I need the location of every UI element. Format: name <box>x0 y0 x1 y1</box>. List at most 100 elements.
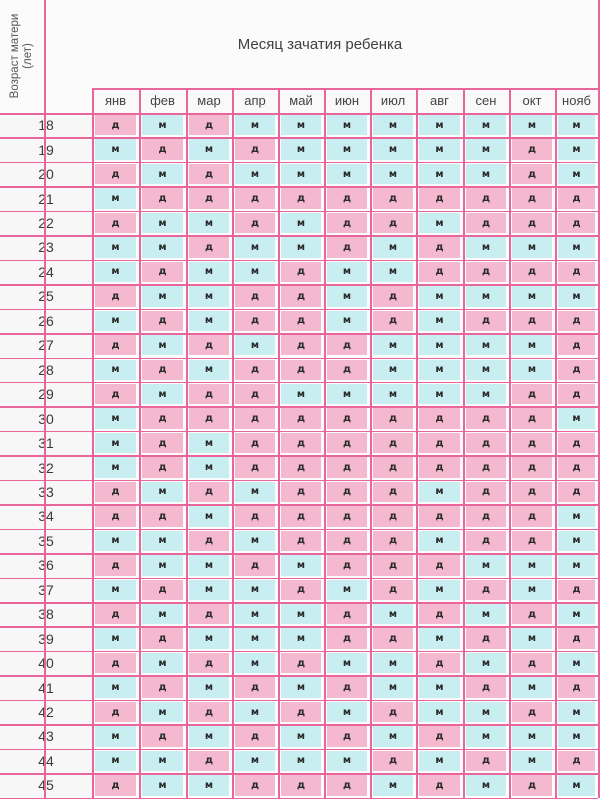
boy-cell: м <box>373 604 413 625</box>
girl-cell: д <box>419 555 460 576</box>
boy-cell: м <box>327 652 367 674</box>
boy-cell: м <box>419 383 460 405</box>
girl-cell: д <box>235 139 275 160</box>
boy-cell: м <box>235 115 275 136</box>
girl-cell: д <box>419 726 460 747</box>
grid-horizontal-line <box>0 235 598 237</box>
mother-age-cell: 18 <box>0 113 92 138</box>
boy-cell: м <box>373 383 413 405</box>
girl-cell: д <box>327 237 367 258</box>
girl-cell: д <box>419 188 460 209</box>
girl-cell: д <box>189 701 229 723</box>
mother-age-cell: 31 <box>0 430 92 456</box>
mother-age-cell: 36 <box>0 553 92 578</box>
boy-cell: м <box>373 359 413 380</box>
girl-cell: д <box>281 310 321 332</box>
mother-age-cell: 20 <box>0 161 92 187</box>
grid-vertical-line <box>370 88 372 798</box>
girl-cell: д <box>373 432 413 454</box>
girl-cell: д <box>558 457 595 478</box>
girl-cell: д <box>281 335 321 356</box>
girl-cell: д <box>466 628 506 649</box>
girl-cell: д <box>95 775 136 796</box>
girl-cell: д <box>95 163 136 185</box>
grid-vertical-line <box>416 88 418 798</box>
girl-cell: д <box>95 383 136 405</box>
boy-cell: м <box>558 530 595 552</box>
grid-horizontal-line <box>0 308 598 311</box>
girl-cell: д <box>281 408 321 429</box>
boy-cell: м <box>235 237 275 258</box>
grid-horizontal-line <box>0 357 598 359</box>
girl-cell: д <box>95 701 136 723</box>
boy-cell: м <box>419 579 460 600</box>
grid-vertical-line <box>44 0 46 798</box>
girl-cell: д <box>95 555 136 576</box>
mother-age-cell: 45 <box>0 773 92 798</box>
girl-cell: д <box>327 530 367 552</box>
girl-cell: д <box>142 359 183 380</box>
mother-age-cell: 41 <box>0 675 92 700</box>
mother-age-cell: 40 <box>0 650 92 676</box>
mother-age-cell: 24 <box>0 259 92 285</box>
grid-horizontal-line <box>0 455 598 457</box>
girl-cell: д <box>281 701 321 723</box>
boy-cell: м <box>142 286 183 307</box>
girl-cell: д <box>142 677 183 698</box>
girl-cell: д <box>373 457 413 478</box>
girl-cell: д <box>558 212 595 234</box>
girl-cell: д <box>512 188 552 209</box>
boy-cell: м <box>281 139 321 160</box>
grid-horizontal-line <box>0 577 598 580</box>
mother-age-cell: 30 <box>0 406 92 431</box>
month-header: апр <box>232 88 278 113</box>
mother-age-cell: 29 <box>0 381 92 407</box>
boy-cell: м <box>235 481 275 503</box>
mother-age-cell: 38 <box>0 602 92 627</box>
girl-cell: д <box>512 432 552 454</box>
boy-cell: м <box>373 335 413 356</box>
boy-cell: м <box>235 701 275 723</box>
boy-cell: м <box>512 677 552 698</box>
girl-cell: д <box>327 677 367 698</box>
boy-cell: м <box>558 506 595 527</box>
boy-cell: м <box>419 750 460 772</box>
girl-cell: д <box>281 530 321 552</box>
girl-cell: д <box>327 188 367 209</box>
month-header: фев <box>139 88 186 113</box>
girl-cell: д <box>281 261 321 283</box>
girl-cell: д <box>558 261 595 283</box>
boy-cell: м <box>373 115 413 136</box>
boy-cell: м <box>142 212 183 234</box>
mother-age-cell: 19 <box>0 137 92 162</box>
girl-cell: д <box>512 530 552 552</box>
boy-cell: м <box>466 115 506 136</box>
girl-cell: д <box>466 212 506 234</box>
boy-cell: м <box>558 604 595 625</box>
month-header: июн <box>324 88 370 113</box>
grid-horizontal-line <box>0 773 598 775</box>
boy-cell: м <box>466 604 506 625</box>
mother-age-cell: 39 <box>0 626 92 651</box>
boy-cell: м <box>512 750 552 772</box>
boy-cell: м <box>189 677 229 698</box>
boy-cell: м <box>281 750 321 772</box>
girl-cell: д <box>281 775 321 796</box>
girl-cell: д <box>512 701 552 723</box>
boy-cell: м <box>142 750 183 772</box>
boy-cell: м <box>281 604 321 625</box>
boy-cell: м <box>95 188 136 209</box>
girl-cell: д <box>235 555 275 576</box>
girl-cell: д <box>373 408 413 429</box>
girl-cell: д <box>466 188 506 209</box>
boy-cell: м <box>327 383 367 405</box>
girl-cell: д <box>327 481 367 503</box>
girl-cell: д <box>142 506 183 527</box>
grid-horizontal-line <box>0 113 598 115</box>
boy-cell: м <box>327 139 367 160</box>
girl-cell: д <box>466 481 506 503</box>
boy-cell: м <box>558 163 595 185</box>
girl-cell: д <box>373 188 413 209</box>
boy-cell: м <box>558 139 595 160</box>
boy-cell: м <box>142 775 183 796</box>
